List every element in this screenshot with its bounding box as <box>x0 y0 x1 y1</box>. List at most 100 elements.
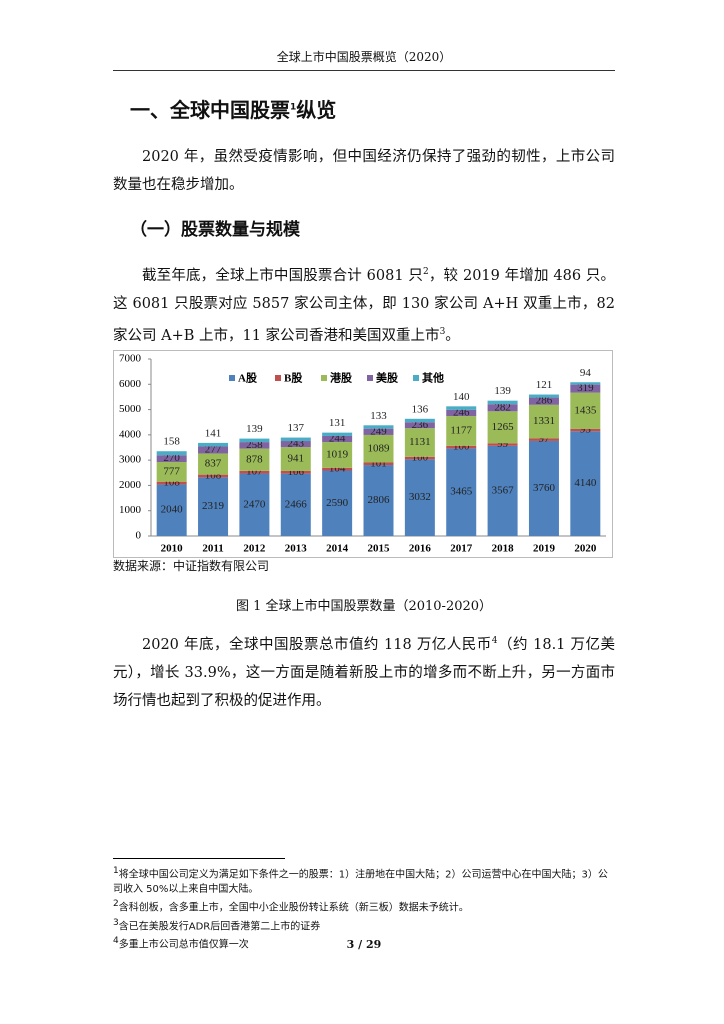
data-label: 2470 <box>243 498 266 510</box>
footnote-ref: 1 <box>290 102 297 113</box>
footnote-rule <box>113 858 285 859</box>
bar-segment <box>156 462 187 482</box>
y-tick-label: 5000 <box>119 403 142 415</box>
legend-label: 港股 <box>330 371 353 385</box>
footnote-ref: 3 <box>439 326 446 337</box>
page-number: 3 / 29 <box>346 938 382 951</box>
bar-segment <box>156 451 187 456</box>
bar-segment <box>156 481 187 485</box>
bar-segment <box>322 442 353 468</box>
bar-segment <box>322 435 353 443</box>
bar-segment <box>156 484 187 536</box>
data-label: 131 <box>329 417 346 429</box>
data-label: 121 <box>536 379 553 391</box>
x-tick-label: 2019 <box>533 543 556 555</box>
y-tick-label: 4000 <box>119 428 142 440</box>
text-run: 一、全球中国股票 <box>130 98 290 122</box>
bar-segment <box>570 382 601 385</box>
legend-label: B股 <box>284 372 303 385</box>
bar-segment <box>528 397 559 405</box>
y-tick-label: 7000 <box>119 353 142 365</box>
chart: 0 1000 2000 3000 4000 5000 6000 7000 A股 B股 港股 美股 其他 2… <box>113 350 613 558</box>
bar-segment <box>446 445 477 449</box>
chart-source: 数据来源：中证指数有限公司 <box>113 559 270 573</box>
bar-segment <box>363 462 394 466</box>
data-label: 97 <box>538 433 550 445</box>
text-run: 截至年底，全球上市中国股票合计 6081 只 <box>142 267 423 284</box>
bar-segment <box>446 409 477 417</box>
bar-segment <box>239 470 270 474</box>
legend-swatch <box>321 375 327 381</box>
bar-segment <box>570 431 601 536</box>
bar-segment <box>198 442 229 447</box>
bar-segment <box>528 440 559 536</box>
bar-segment <box>404 459 435 536</box>
text-run: 2020 年底，全球中国股票总市值约 118 万亿人民币 <box>142 636 492 653</box>
footnotes: 1将全球中国公司定义为满足如下条件之一的股票：1）注册地在中国大陆；2）公司运营… <box>113 864 613 952</box>
bar-segment <box>322 467 353 471</box>
bar-segment <box>280 441 311 448</box>
data-label: 141 <box>205 427 222 439</box>
footnote: 4多重上市公司总市值仅算一次 <box>113 934 613 952</box>
bar-segment <box>404 428 435 457</box>
x-tick-label: 2014 <box>326 543 349 555</box>
data-label: 1019 <box>326 449 349 461</box>
legend-swatch <box>367 375 373 381</box>
bar-segment <box>528 394 559 398</box>
legend-swatch <box>229 375 235 381</box>
data-label: 2806 <box>368 494 391 506</box>
bar-segment <box>280 470 311 474</box>
x-tick-label: 2011 <box>202 543 223 555</box>
footnote: 2含科创板，含多重上市，全国中小企业股份转让系统（新三板）数据未予统计。 <box>113 897 613 915</box>
bar-segment <box>404 456 435 460</box>
footnote-marker: 1 <box>113 866 119 876</box>
footnote-text: 将全球中国公司定义为满足如下条件之一的股票：1）注册地在中国大陆；2）公司运营中… <box>113 869 608 896</box>
bar-segment <box>487 445 518 536</box>
bar-segment <box>487 411 518 444</box>
data-label: 941 <box>288 453 305 465</box>
data-label: 94 <box>580 367 592 379</box>
footnote: 1将全球中国公司定义为满足如下条件之一的股票：1）注册地在中国大陆；2）公司运营… <box>113 864 613 897</box>
x-tick-label: 2016 <box>409 543 432 555</box>
data-label: 3465 <box>450 486 473 498</box>
y-tick-label: 1000 <box>119 504 142 516</box>
page-header: 全球上市中国股票概览（2020） <box>113 48 615 71</box>
x-tick-label: 2018 <box>492 543 515 555</box>
bar-segment <box>404 422 435 429</box>
data-label: 2319 <box>202 500 225 512</box>
data-label: 1265 <box>492 421 515 433</box>
x-tick-label: 2013 <box>285 543 308 555</box>
data-label: 1331 <box>533 415 555 427</box>
legend-label: A股 <box>238 372 258 385</box>
data-label: 140 <box>453 391 470 403</box>
bar-segment <box>239 442 270 449</box>
bar-segment <box>446 448 477 536</box>
data-label: 277 <box>205 443 222 455</box>
paragraph: 2020 年底，全球中国股票总市值约 118 万亿人民币4（约 18.1 万亿美… <box>113 627 615 715</box>
bar-segment <box>487 400 518 405</box>
bar-segment <box>528 438 559 441</box>
bar-segment <box>198 446 229 454</box>
x-tick-label: 2015 <box>368 543 391 555</box>
data-label: 286 <box>536 395 553 407</box>
data-label: 93 <box>580 424 592 436</box>
data-label: 282 <box>494 401 511 413</box>
bar-segment <box>198 477 229 536</box>
y-tick-label: 2000 <box>119 479 142 491</box>
x-tick-label: 2020 <box>574 543 597 555</box>
bar-segment <box>363 434 394 463</box>
x-tick-label: 2012 <box>243 543 266 555</box>
data-label: 1435 <box>574 404 597 416</box>
bar-segment <box>239 448 270 471</box>
footnote-marker: 2 <box>113 899 119 910</box>
bar-segment <box>404 418 435 423</box>
data-label: 837 <box>205 458 222 470</box>
data-label: 1089 <box>368 442 391 454</box>
bar-segment <box>570 392 601 429</box>
y-tick-label: 6000 <box>119 378 142 390</box>
data-label: 878 <box>246 453 263 465</box>
data-label: 137 <box>288 422 305 434</box>
data-label: 136 <box>412 403 429 415</box>
bar-segment <box>198 453 229 475</box>
